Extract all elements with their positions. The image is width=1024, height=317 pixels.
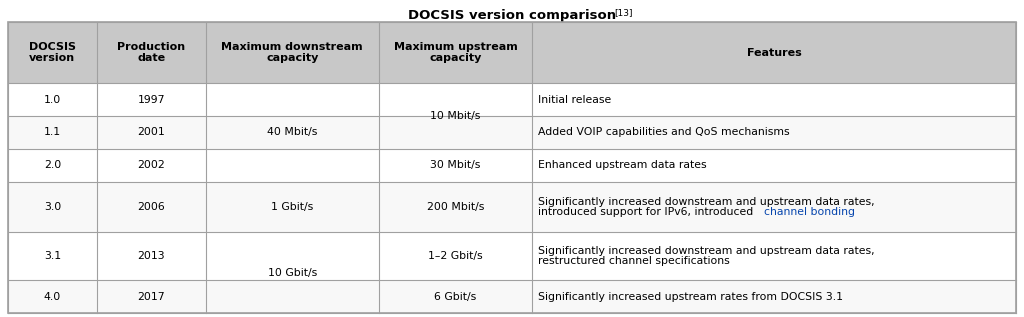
Bar xyxy=(8,116,1016,149)
Text: 3.1: 3.1 xyxy=(44,251,60,261)
Text: 10 Mbit/s: 10 Mbit/s xyxy=(430,111,480,121)
Bar xyxy=(8,182,1016,232)
Text: 1.1: 1.1 xyxy=(44,127,60,138)
Text: DOCSIS
version: DOCSIS version xyxy=(29,42,76,63)
Text: 2013: 2013 xyxy=(137,251,165,261)
Text: 4.0: 4.0 xyxy=(44,292,61,301)
Text: channel bonding: channel bonding xyxy=(764,207,855,217)
Text: 2017: 2017 xyxy=(137,292,165,301)
Text: 1–2 Gbit/s: 1–2 Gbit/s xyxy=(428,251,483,261)
Text: 40 Mbit/s: 40 Mbit/s xyxy=(267,127,317,138)
Text: Features: Features xyxy=(746,48,802,58)
Text: 6 Gbit/s: 6 Gbit/s xyxy=(434,292,477,301)
Text: 2.0: 2.0 xyxy=(44,160,61,170)
Text: restructured channel specifications: restructured channel specifications xyxy=(539,256,730,266)
Bar xyxy=(8,280,1016,313)
Bar xyxy=(8,22,1016,83)
Text: Enhanced upstream data rates: Enhanced upstream data rates xyxy=(539,160,707,170)
Text: Significantly increased downstream and upstream data rates,: Significantly increased downstream and u… xyxy=(539,197,874,207)
Text: 200 Mbit/s: 200 Mbit/s xyxy=(427,202,484,212)
Text: [13]: [13] xyxy=(614,8,633,17)
Text: Maximum upstream
capacity: Maximum upstream capacity xyxy=(393,42,517,63)
Text: 2002: 2002 xyxy=(137,160,165,170)
Text: Initial release: Initial release xyxy=(539,95,611,105)
Text: introduced support for IPv6, introduced: introduced support for IPv6, introduced xyxy=(539,207,757,217)
Text: DOCSIS version comparison: DOCSIS version comparison xyxy=(408,9,616,22)
Text: 10 Gbit/s: 10 Gbit/s xyxy=(267,268,316,278)
Text: 1 Gbit/s: 1 Gbit/s xyxy=(271,202,313,212)
Text: 2006: 2006 xyxy=(137,202,165,212)
Bar xyxy=(8,83,1016,116)
Text: 1.0: 1.0 xyxy=(44,95,61,105)
Text: 30 Mbit/s: 30 Mbit/s xyxy=(430,160,480,170)
Bar xyxy=(8,149,1016,182)
Text: Production
date: Production date xyxy=(117,42,185,63)
Text: 1997: 1997 xyxy=(137,95,165,105)
Text: Added VOIP capabilities and QoS mechanisms: Added VOIP capabilities and QoS mechanis… xyxy=(539,127,790,138)
Bar xyxy=(8,232,1016,280)
Text: Significantly increased upstream rates from DOCSIS 3.1: Significantly increased upstream rates f… xyxy=(539,292,843,301)
Text: 2001: 2001 xyxy=(137,127,165,138)
Text: 3.0: 3.0 xyxy=(44,202,61,212)
Text: Significantly increased downstream and upstream data rates,: Significantly increased downstream and u… xyxy=(539,246,874,256)
Text: Maximum downstream
capacity: Maximum downstream capacity xyxy=(221,42,364,63)
